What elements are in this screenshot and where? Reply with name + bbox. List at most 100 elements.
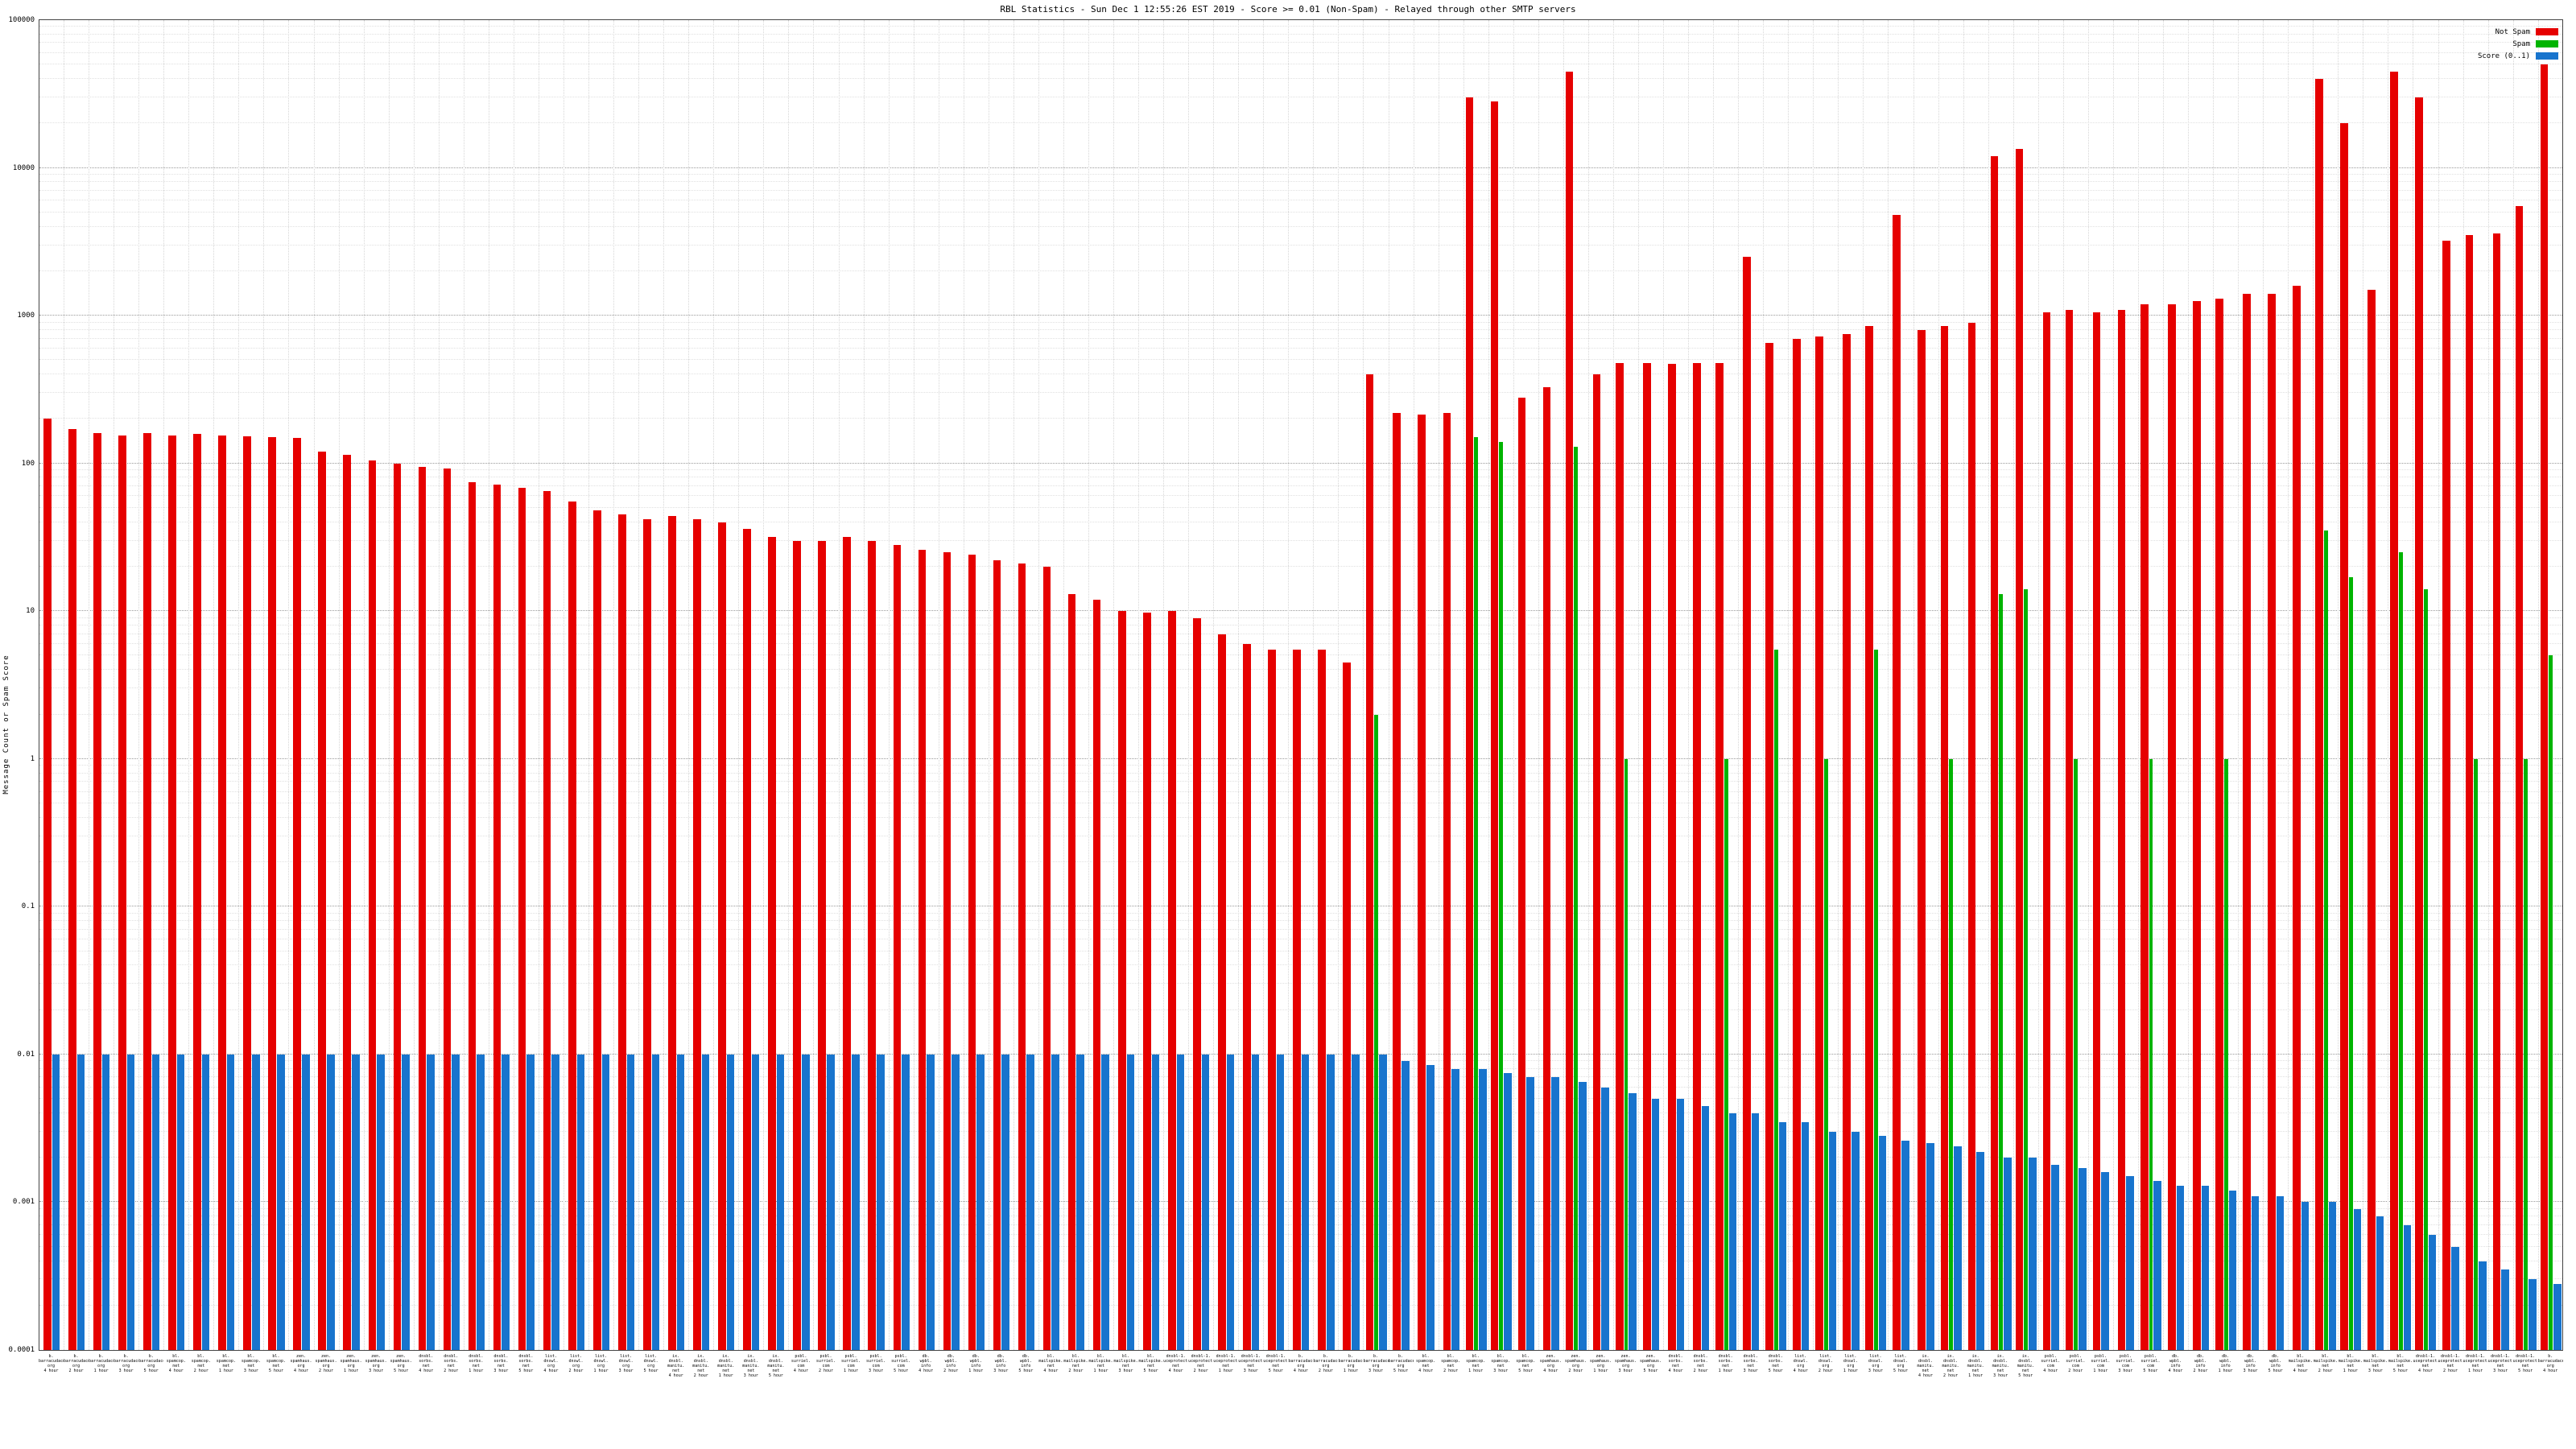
gridline: [39, 225, 2562, 227]
bar-spam: [1574, 446, 1579, 1350]
category-group: [1188, 20, 1213, 1350]
x-axis-label: db. wpbl. info 4 hour: [2168, 1354, 2183, 1373]
bar-score: [1953, 1146, 1962, 1350]
category-group: [1088, 20, 1113, 1350]
category-group: [1288, 20, 1313, 1350]
bar-not-spam: [2390, 71, 2399, 1350]
gridline: [39, 1076, 2562, 1078]
bar-not-spam: [2117, 309, 2126, 1350]
category-group: [1638, 20, 1663, 1350]
x-axis-label: b. barracudacentral. org 1 hour: [1338, 1354, 1363, 1373]
bar-not-spam: [1142, 612, 1151, 1350]
x-axis-label: db. wpbl. info 3 hour: [2243, 1354, 2258, 1373]
bar-not-spam: [543, 491, 551, 1350]
bar-spam: [1823, 758, 1828, 1350]
bar-score: [1579, 1082, 1587, 1350]
category-group: [1538, 20, 1563, 1350]
x-axis-label: b. barracudacentral. org 4 hour: [2537, 1354, 2563, 1373]
y-axis-label: Message Count or Spam Score: [2, 654, 10, 795]
bar-score: [751, 1054, 760, 1350]
bar-score: [52, 1054, 60, 1350]
bar-score: [502, 1054, 510, 1350]
bar-score: [1851, 1131, 1860, 1350]
bar-score: [301, 1054, 310, 1350]
category-group: [1438, 20, 1463, 1350]
category-group: [1913, 20, 1938, 1350]
x-axis-label: bl. spamcop. net 4 hour: [166, 1354, 186, 1373]
gridline: [39, 928, 2562, 930]
bar-score: [1504, 1072, 1512, 1350]
x-axis-label: ix. dnsbl. manitu. net 1 hour: [1967, 1354, 1984, 1378]
bar-not-spam: [318, 452, 327, 1350]
bar-score: [201, 1054, 210, 1350]
legend-swatch-not-spam: [2536, 28, 2558, 35]
x-axis-label: dnsbl. sorbs. net 2 hour: [444, 1354, 459, 1373]
gridline: [39, 816, 2562, 818]
category-group: [2338, 20, 2363, 1350]
gridline: [39, 1304, 2562, 1306]
bar-score: [1076, 1054, 1085, 1350]
x-axis-label: b. barracudacentral. org 4 hour: [1288, 1354, 1313, 1373]
legend: Not Spam Spam Score (0..1): [2478, 26, 2558, 62]
bar-spam: [2348, 576, 2353, 1350]
category-group: [563, 20, 588, 1350]
bar-not-spam: [268, 437, 276, 1350]
x-axis-label: zen. spamhaus. org 1 hour: [1589, 1354, 1612, 1373]
x-axis-label: dnsbl. sorbs. net 1 hour: [1718, 1354, 1733, 1373]
bar-score: [1226, 1054, 1235, 1350]
bar-not-spam: [443, 469, 452, 1350]
bar-not-spam: [1765, 343, 1773, 1350]
bar-score: [352, 1054, 360, 1350]
x-axis-label: zen. spamhaus. org 3 hour: [365, 1354, 387, 1373]
bar-not-spam: [2042, 312, 2051, 1350]
x-axis-label: bl. spamcop. net 1 hour: [216, 1354, 236, 1373]
gridline: [39, 315, 2562, 316]
gridline: [39, 654, 2562, 656]
category-group: [688, 20, 713, 1350]
bar-score: [2353, 1208, 2362, 1350]
bar-not-spam: [918, 550, 927, 1350]
bar-spam: [2323, 530, 2328, 1350]
x-axis-label: db. wpbl. info 1 hour: [2218, 1354, 2233, 1373]
bar-not-spam: [518, 488, 526, 1350]
category-group: [938, 20, 964, 1350]
x-axis-label: psbl. surriel. com 5 hour: [891, 1354, 911, 1373]
gridline: [39, 485, 2562, 487]
x-axis-label: dnsbl-1. uceprotect. net 5 hour: [2512, 1354, 2538, 1373]
x-axis-label: b. barracudacentral. org 5 hour: [138, 1354, 163, 1373]
y-tick-label: 0.1: [21, 902, 35, 911]
x-axis-label: psbl. surriel. com 1 hour: [840, 1354, 861, 1373]
gridline: [39, 321, 2562, 323]
bar-not-spam: [643, 518, 651, 1350]
bar-score: [226, 1054, 235, 1350]
category-group: [413, 20, 439, 1350]
gridline: [39, 167, 2562, 168]
bar-score: [976, 1054, 985, 1350]
gridline: [39, 347, 2562, 349]
bar-score: [176, 1054, 185, 1350]
bar-score: [626, 1054, 635, 1350]
category-group: [1363, 20, 1388, 1350]
category-group: [89, 20, 114, 1350]
x-axis-label: dnsbl-1. uceprotect. net 1 hour: [1213, 1354, 1239, 1373]
x-axis-label: list. dnswl. org 3 hour: [618, 1354, 634, 1373]
bar-score: [2153, 1180, 2161, 1350]
x-axis-label: b. barracudacentral. org 3 hour: [114, 1354, 138, 1373]
bar-not-spam: [293, 438, 301, 1350]
category-group: [2137, 20, 2163, 1350]
bar-score: [1276, 1054, 1285, 1350]
x-axis-label: bl. spamcop. net 3 hour: [241, 1354, 261, 1373]
gridline: [39, 1060, 2562, 1062]
bar-score: [2478, 1261, 2487, 1350]
bar-score: [1301, 1054, 1310, 1350]
bar-not-spam: [592, 510, 601, 1350]
gridline: [39, 565, 2562, 567]
x-axis-label: zen. spamhaus. org 5 hour: [1639, 1354, 1662, 1373]
bar-not-spam: [818, 540, 826, 1350]
bar-not-spam: [2442, 241, 2451, 1350]
bar-score: [1378, 1054, 1387, 1350]
bar-not-spam: [1067, 594, 1076, 1350]
bar-spam: [2549, 655, 2553, 1350]
gridline: [39, 26, 2562, 27]
bar-not-spam: [1815, 336, 1823, 1350]
